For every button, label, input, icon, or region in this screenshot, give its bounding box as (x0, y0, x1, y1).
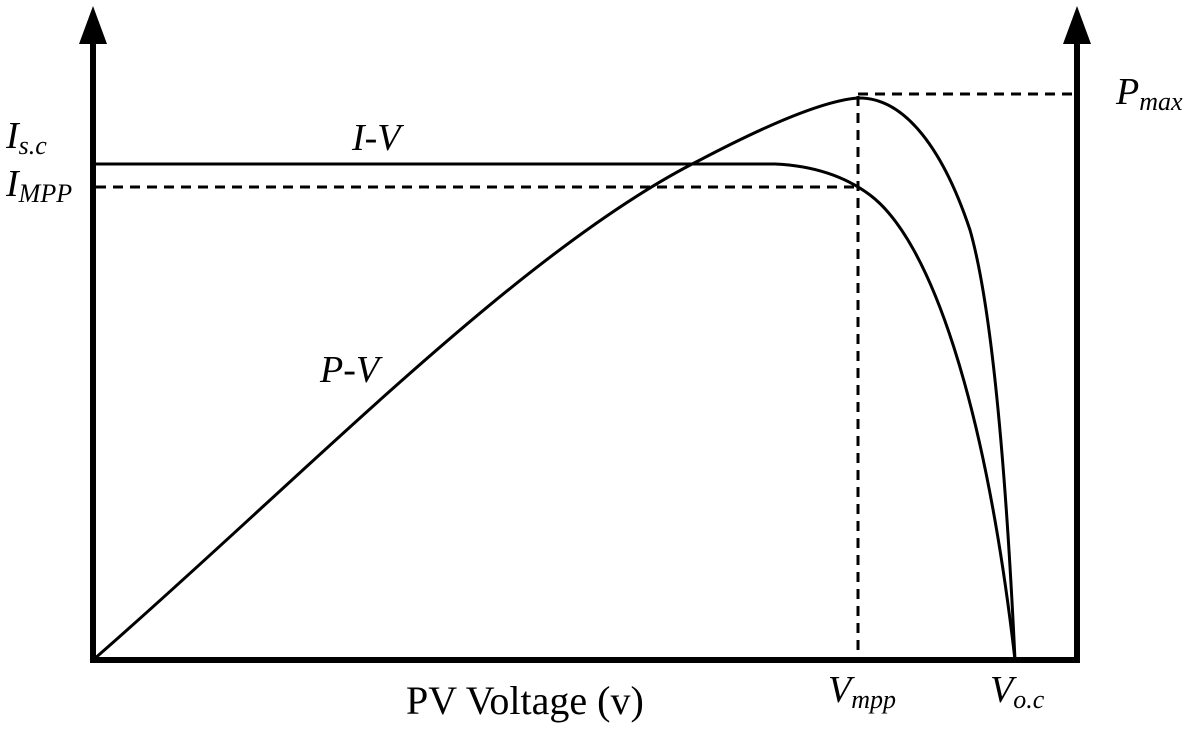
x-axis-title: PV Voltage (v) (406, 678, 644, 723)
iv-label: I-V (351, 117, 404, 159)
voc-main: V (990, 669, 1017, 711)
pmax-label: Pmax (1115, 71, 1183, 116)
pmax-sub: max (1139, 87, 1183, 116)
iv-curve (93, 162, 1017, 661)
left-arrow (79, 6, 107, 44)
pmax-main: P (1115, 71, 1139, 113)
vmpp-label: Vmpp (828, 669, 896, 714)
pv-label: P-V (319, 349, 383, 391)
voc-sub: o.c (1013, 685, 1045, 714)
isc-main: I (5, 115, 21, 157)
isc-sub: s.c (19, 131, 48, 160)
voc-label: Vo.c (990, 669, 1045, 714)
vmpp-sub: mpp (851, 685, 896, 714)
vmpp-main: V (828, 669, 855, 711)
right-arrow (1063, 6, 1091, 44)
pv-curve (92, 96, 1017, 662)
impp-main: I (5, 163, 21, 205)
isc-label: Is.c (5, 115, 47, 160)
impp-sub: MPP (18, 179, 73, 208)
impp-label: IMPP (5, 163, 72, 208)
